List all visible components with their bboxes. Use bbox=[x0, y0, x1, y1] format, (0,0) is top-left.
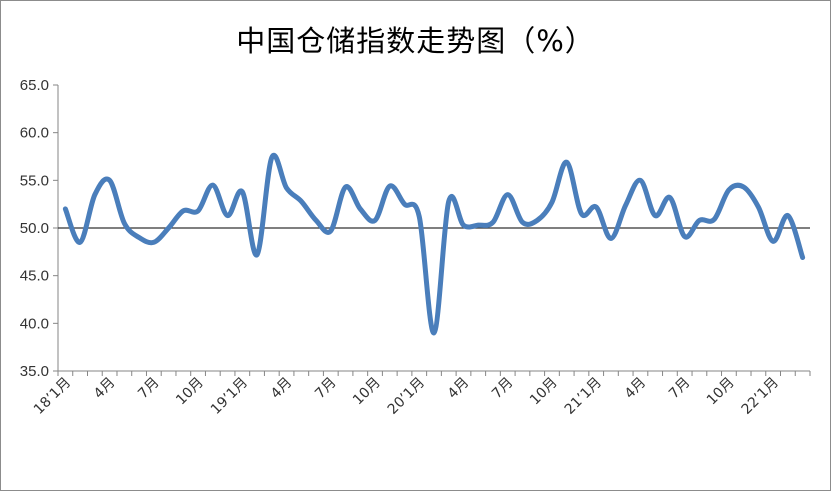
x-tick-label: 4月 bbox=[445, 375, 473, 403]
x-tick-label: 4月 bbox=[91, 375, 119, 403]
x-tick-label: 4月 bbox=[268, 375, 296, 403]
x-tick-label: 20’1月 bbox=[385, 375, 428, 418]
x-tick-label: 10月 bbox=[527, 375, 561, 409]
series-line bbox=[62, 152, 806, 336]
y-tick-label: 45.0 bbox=[20, 268, 49, 285]
y-tick-label: 65.0 bbox=[20, 77, 49, 94]
x-tick-label: 10月 bbox=[350, 375, 384, 409]
y-tick-label: 50.0 bbox=[20, 220, 49, 237]
x-tick-label: 21’1月 bbox=[562, 375, 605, 418]
x-tick-label: 19’1月 bbox=[208, 375, 251, 418]
x-tick-label: 7月 bbox=[312, 375, 340, 403]
chart-title: 中国仓储指数走势图（%） bbox=[236, 24, 595, 58]
x-tick-label: 22’1月 bbox=[739, 375, 782, 418]
x-tick-label: 10月 bbox=[704, 375, 738, 409]
x-tick-label: 18’1月 bbox=[31, 375, 74, 418]
x-tick-label: 7月 bbox=[135, 375, 163, 403]
x-tick-label: 7月 bbox=[489, 375, 517, 403]
x-tick-label: 10月 bbox=[173, 375, 207, 409]
x-tick-label: 4月 bbox=[622, 375, 650, 403]
x-tick-label: 7月 bbox=[666, 375, 694, 403]
y-tick-label: 40.0 bbox=[20, 315, 49, 332]
y-tick-label: 35.0 bbox=[20, 363, 49, 380]
y-tick-label: 60.0 bbox=[20, 125, 49, 142]
y-tick-label: 55.0 bbox=[20, 172, 49, 189]
